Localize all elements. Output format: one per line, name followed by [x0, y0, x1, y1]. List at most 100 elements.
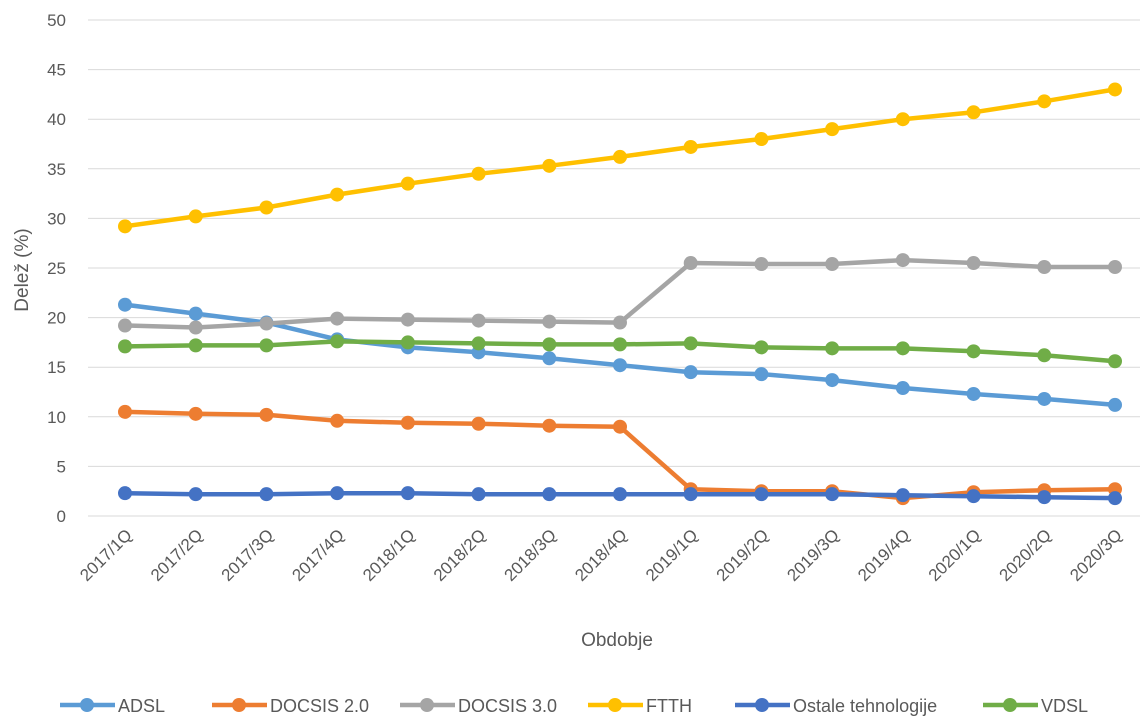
- data-point: [542, 314, 557, 329]
- x-tick-label: 2017/1Q: [76, 525, 136, 585]
- data-point: [259, 407, 274, 422]
- data-point: [683, 256, 698, 271]
- data-point: [1037, 260, 1052, 275]
- data-point: [330, 311, 345, 326]
- y-tick-label: 25: [47, 259, 66, 278]
- data-point: [966, 256, 981, 271]
- data-point: [1108, 260, 1122, 275]
- x-tick-label: 2017/4Q: [288, 525, 348, 585]
- legend-label: Ostale tehnologije: [793, 696, 937, 716]
- legend-marker: [608, 698, 622, 712]
- data-point: [118, 297, 132, 312]
- legend-marker: [80, 698, 94, 712]
- data-point: [1037, 94, 1052, 109]
- y-tick-label: 5: [57, 457, 66, 476]
- series-lines: [118, 82, 1122, 506]
- data-point: [471, 336, 486, 351]
- data-point: [1037, 490, 1052, 505]
- data-point: [542, 337, 557, 352]
- data-point: [542, 418, 557, 433]
- data-point: [825, 373, 840, 388]
- data-point: [188, 209, 203, 224]
- data-point: [754, 340, 769, 355]
- data-point: [895, 381, 910, 396]
- data-point: [683, 365, 698, 380]
- data-point: [825, 341, 840, 356]
- legend-label: FTTH: [646, 696, 692, 716]
- y-tick-label: 35: [47, 160, 66, 179]
- data-point: [400, 415, 415, 430]
- data-point: [188, 306, 203, 321]
- y-tick-label: 30: [47, 209, 66, 228]
- data-point: [259, 200, 274, 215]
- data-point: [1108, 354, 1122, 369]
- x-tick-label: 2019/2Q: [713, 525, 773, 585]
- data-point: [542, 487, 557, 502]
- data-point: [1037, 391, 1052, 406]
- data-point: [118, 339, 132, 354]
- legend-label: VDSL: [1041, 696, 1088, 716]
- series-docsis-3-0: [118, 253, 1122, 335]
- legend-item: Ostale tehnologije: [735, 696, 937, 716]
- data-point: [400, 335, 415, 350]
- y-tick-label: 50: [47, 11, 66, 30]
- data-point: [966, 344, 981, 359]
- data-point: [825, 257, 840, 272]
- x-tick-label: 2018/3Q: [501, 525, 561, 585]
- y-tick-label: 20: [47, 309, 66, 328]
- y-tick-label: 0: [57, 507, 66, 526]
- data-point: [118, 318, 132, 333]
- data-point: [613, 419, 627, 434]
- data-point: [1037, 348, 1052, 363]
- data-point: [825, 122, 840, 137]
- x-tick-label: 2020/1Q: [925, 525, 985, 585]
- data-point: [754, 487, 769, 502]
- data-point: [895, 341, 910, 356]
- gridlines: [88, 19, 1140, 517]
- data-point: [330, 334, 345, 349]
- data-point: [118, 219, 132, 234]
- legend-label: ADSL: [118, 696, 165, 716]
- x-tick-label: 2020/3Q: [1066, 525, 1126, 585]
- x-tick-label: 2019/4Q: [854, 525, 914, 585]
- y-tick-label: 15: [47, 358, 66, 377]
- data-point: [330, 413, 345, 428]
- data-point: [1108, 82, 1122, 97]
- data-point: [259, 487, 274, 502]
- legend-label: DOCSIS 3.0: [458, 696, 557, 716]
- legend-marker: [1003, 698, 1017, 712]
- data-point: [683, 139, 698, 154]
- data-point: [542, 351, 557, 366]
- data-point: [754, 367, 769, 382]
- data-point: [400, 176, 415, 191]
- x-tick-label: 2019/1Q: [642, 525, 702, 585]
- x-tick-label: 2017/3Q: [218, 525, 278, 585]
- data-point: [613, 337, 627, 352]
- data-point: [754, 257, 769, 272]
- legend-item: VDSL: [983, 696, 1088, 716]
- data-point: [400, 486, 415, 501]
- data-point: [471, 487, 486, 502]
- data-point: [966, 489, 981, 504]
- data-point: [259, 338, 274, 353]
- data-point: [542, 158, 557, 173]
- x-tick-label: 2019/3Q: [783, 525, 843, 585]
- y-axis-ticks: 0 5 10 15 20 25 30 35 40 45 50: [47, 11, 66, 526]
- data-point: [895, 112, 910, 127]
- data-point: [895, 488, 910, 503]
- legend-label: DOCSIS 2.0: [270, 696, 369, 716]
- legend-marker: [755, 698, 769, 712]
- data-point: [118, 404, 132, 419]
- data-point: [330, 187, 345, 202]
- data-point: [471, 313, 486, 328]
- x-tick-label: 2018/1Q: [359, 525, 419, 585]
- data-point: [330, 486, 345, 501]
- data-point: [118, 486, 132, 501]
- data-point: [825, 487, 840, 502]
- data-point: [966, 386, 981, 401]
- data-point: [188, 320, 203, 335]
- y-tick-label: 40: [47, 110, 66, 129]
- data-point: [613, 358, 627, 373]
- data-point: [1108, 491, 1122, 506]
- legend-marker: [420, 698, 434, 712]
